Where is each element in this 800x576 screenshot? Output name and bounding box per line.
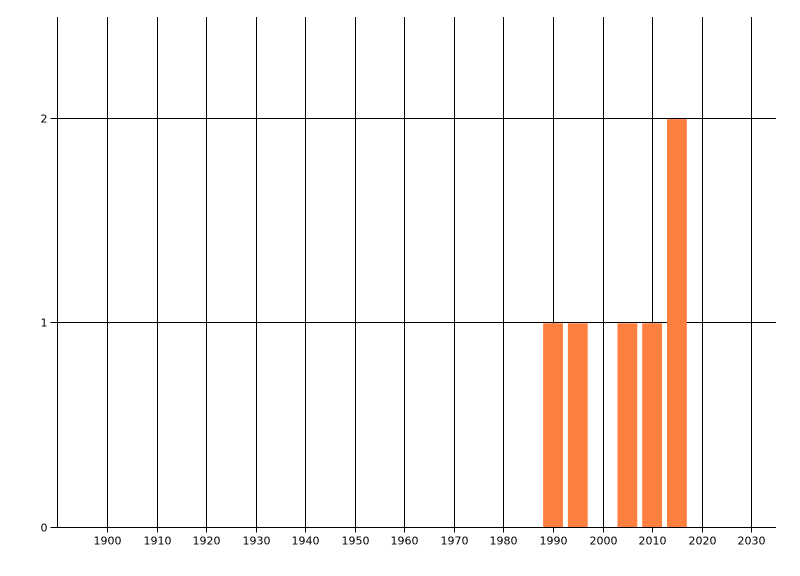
bar-2005 — [617, 323, 638, 528]
tick-labels: 1900 1910 1920 1930 1940 1950 1960 1970 1980 1990… — [41, 113, 766, 548]
y-tick-label: 0 — [41, 522, 48, 535]
bar-1995 — [567, 323, 588, 528]
grid-lines — [50, 17, 776, 533]
x-tick-label: 1920 — [193, 535, 221, 548]
x-tick-label: 2020 — [689, 535, 717, 548]
x-tick-label: 2010 — [639, 535, 667, 548]
x-tick-label: 1910 — [144, 535, 172, 548]
x-tick-label: 1960 — [391, 535, 419, 548]
x-tick-label: 1980 — [490, 535, 518, 548]
y-tick-label: 2 — [41, 113, 48, 126]
bars — [543, 119, 687, 528]
x-tick-label: 1990 — [540, 535, 568, 548]
axes — [50, 17, 776, 528]
x-tick-label: 1950 — [342, 535, 370, 548]
bar-2015 — [666, 119, 687, 528]
x-tick-label: 2030 — [738, 535, 766, 548]
bar-1990 — [543, 323, 563, 528]
x-tick-label: 2000 — [590, 535, 618, 548]
x-tick-label: 1930 — [243, 535, 271, 548]
x-tick-label: 1940 — [292, 535, 320, 548]
bar-2010 — [642, 323, 663, 528]
x-tick-label: 1970 — [441, 535, 469, 548]
x-tick-label: 1900 — [94, 535, 122, 548]
y-tick-label: 1 — [41, 317, 48, 330]
